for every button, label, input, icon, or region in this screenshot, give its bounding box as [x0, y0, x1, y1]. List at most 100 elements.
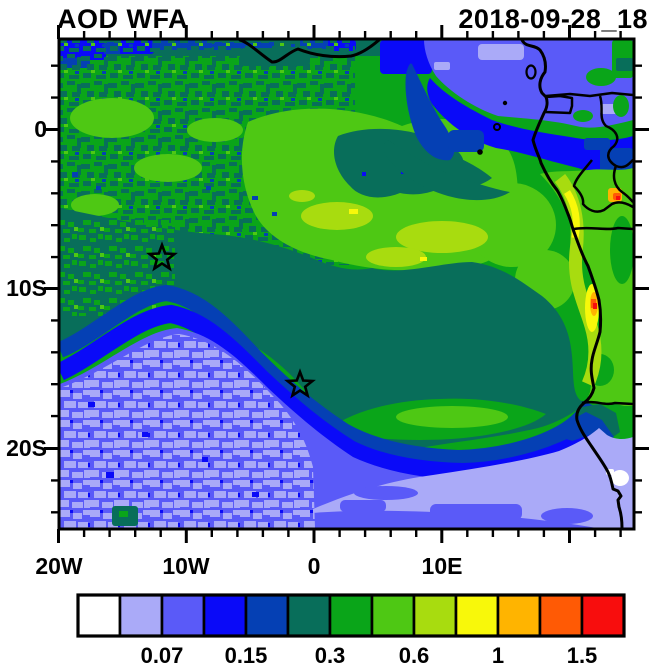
border-line [545, 91, 633, 98]
aod-teal-band [60, 208, 586, 451]
coastline-group [238, 40, 624, 528]
aod-blob [573, 110, 593, 122]
colorbar-cell [118, 593, 164, 638]
x-tick-label: 0 [308, 553, 321, 579]
aod-blob [289, 190, 315, 202]
aod-lavender-band [313, 428, 633, 528]
border-line [581, 400, 633, 406]
x-tick-label: 20W [35, 553, 83, 579]
aod-blob [252, 492, 259, 497]
border-line [598, 95, 633, 169]
aod-blob [142, 432, 148, 437]
aod-blob [427, 78, 633, 175]
island-dot [502, 100, 508, 106]
aod-blob [70, 98, 154, 138]
ticks-right-major [634, 128, 649, 450]
x-tick-label: 10W [162, 553, 210, 579]
aod-blob [88, 402, 95, 407]
aod-mottle-lavender [60, 334, 315, 528]
aod-hotspot-red [616, 196, 620, 200]
borders-group [544, 91, 633, 406]
colorbar-label: 0.6 [399, 643, 430, 667]
aod-blob [96, 186, 101, 190]
aod-blob [468, 183, 556, 267]
coastline-west-africa [520, 40, 624, 528]
axis-ticks [44, 25, 649, 543]
border-line [572, 159, 633, 213]
island-dot [477, 149, 483, 155]
aod-blob [187, 118, 243, 142]
colorbar-cell [328, 593, 374, 638]
border-line [573, 226, 633, 231]
colorbar: 0.07 0.15 0.3 0.6 1 1.5 [76, 593, 626, 667]
aod-blob [586, 68, 616, 86]
colorbar-label: 0.07 [141, 643, 184, 667]
ticks-top-major [57, 25, 571, 39]
aod-blob [434, 62, 450, 70]
colorbar-cell [538, 593, 584, 638]
colorbar-cell [76, 593, 122, 638]
colorbar-cell [370, 593, 416, 638]
colorbar-label: 0.15 [225, 643, 268, 667]
ticks-left-minor [51, 64, 59, 514]
aod-blob [396, 406, 508, 428]
aod-blob [349, 209, 358, 214]
aod-blob [600, 148, 633, 172]
aod-blob [362, 172, 366, 176]
aod-blob [383, 140, 510, 201]
aod-blob [396, 221, 488, 253]
colorbar-cell [496, 593, 542, 638]
aod-blob [134, 154, 202, 182]
aod-blob [366, 247, 426, 267]
x-tick-label: 10E [422, 553, 463, 579]
y-tick-label: 10S [6, 275, 47, 301]
aod-blob [424, 40, 633, 128]
ticks-top-minor [82, 31, 622, 39]
border-line [612, 165, 633, 203]
aod-blob [202, 457, 208, 462]
aod-blob [354, 486, 418, 500]
map-canvas [60, 40, 633, 528]
plot-title: AOD WFA [57, 4, 188, 34]
aod-clear-patch [611, 470, 629, 486]
ticks-bottom-minor [82, 529, 622, 537]
aod-blob [380, 40, 432, 74]
aod-blob [405, 63, 455, 161]
aod-blob [119, 511, 128, 517]
aod-blob [610, 216, 633, 284]
coastline-gulf-of-guinea [238, 40, 381, 64]
ticks-bottom-major [57, 529, 571, 543]
aod-blob [340, 500, 386, 512]
colorbar-cell [244, 593, 290, 638]
aod-blob [71, 194, 119, 216]
star-marker-1 [146, 241, 178, 272]
aod-blob [252, 196, 258, 200]
y-tick-label: 20S [6, 435, 47, 461]
star-marker-2 [284, 368, 316, 399]
y-tick-label: 0 [34, 116, 47, 142]
colorbar-cell [160, 593, 206, 638]
aod-blob [430, 504, 522, 520]
colorbar-label: 1.5 [567, 643, 598, 667]
colorbar-cell [580, 593, 626, 638]
aod-blob [616, 58, 633, 71]
aod-hotspot-red [593, 303, 597, 309]
aod-blob [420, 257, 427, 261]
aod-blob [584, 138, 610, 150]
plot-frame [57, 37, 636, 531]
plot-timestamp: 2018-09-28_18 [458, 4, 648, 34]
colorbar-cell [286, 593, 332, 638]
aod-blob [448, 130, 484, 152]
island-outline [525, 64, 537, 80]
aod-blob [613, 95, 629, 117]
aod-land-green [540, 168, 633, 406]
border-line [544, 94, 574, 115]
colorbar-cell [412, 593, 458, 638]
colorbar-cell [202, 593, 248, 638]
colorbar-label: 1 [492, 643, 504, 667]
colorbar-label: 0.3 [315, 643, 346, 667]
colorbar-frame [76, 593, 626, 638]
aod-blob [106, 472, 114, 478]
